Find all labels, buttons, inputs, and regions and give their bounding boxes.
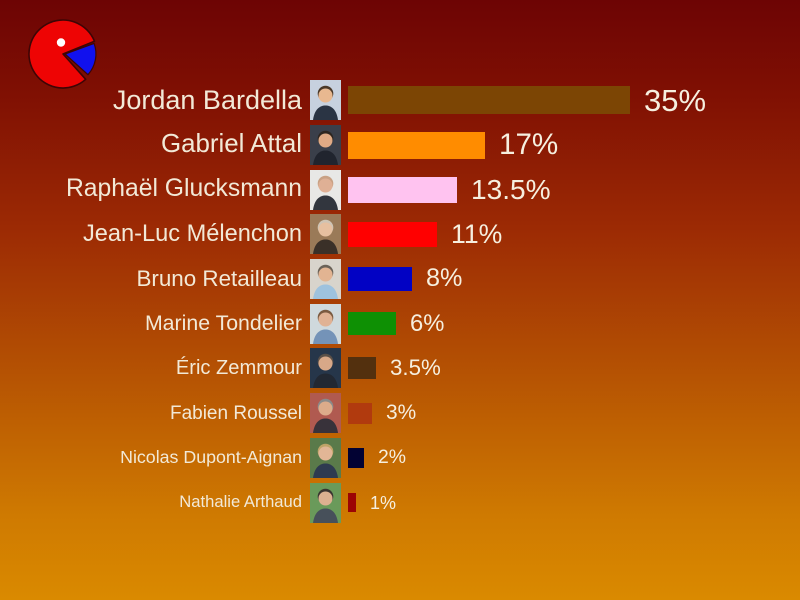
poll-bar [348, 221, 437, 247]
poll-bar [348, 493, 356, 513]
candidate-name: Fabien Roussel [169, 402, 302, 424]
poll-row: Jordan Bardella 35% [0, 78, 800, 123]
poll-row: Gabriel Attal 17% [0, 123, 800, 168]
poll-row: Fabien Roussel 3% [0, 391, 800, 436]
candidate-name: Gabriel Attal [160, 130, 302, 159]
candidate-photo [310, 169, 341, 210]
candidate-photo [310, 393, 341, 434]
portrait-icon [310, 348, 341, 389]
portrait-icon [310, 393, 341, 434]
pie-logo-circle [28, 19, 96, 89]
poll-bar [348, 86, 630, 115]
poll-percentage: 6% [410, 309, 445, 337]
poll-row: Marine Tondelier 6% [0, 301, 800, 346]
candidate-photo [310, 303, 341, 344]
candidate-name: Jean-Luc Mélenchon [82, 220, 302, 247]
poll-percentage: 35% [644, 82, 707, 118]
poll-bar-chart: Jordan Bardella 35% Gabriel Attal [0, 78, 800, 525]
pie-logo-eye-dot [56, 38, 66, 47]
poll-row: Éric Zemmour 3.5% [0, 346, 800, 391]
candidate-photo [310, 348, 341, 389]
poll-row: Bruno Retailleau 8% [0, 257, 800, 302]
poll-percentage: 1% [370, 492, 397, 513]
candidate-photo [310, 214, 341, 255]
poll-row: Raphaël Glucksmann 13.5% [0, 167, 800, 212]
portrait-icon [310, 80, 341, 121]
poll-percentage: 8% [426, 264, 463, 293]
portrait-icon [310, 482, 341, 523]
poll-percentage: 13.5% [471, 173, 551, 205]
portrait-icon [310, 169, 341, 210]
candidate-name: Nicolas Dupont-Aignan [120, 446, 302, 467]
poll-bar [348, 357, 376, 380]
poll-percentage: 3% [386, 400, 417, 424]
candidate-name: Bruno Retailleau [136, 265, 302, 291]
poll-bar [348, 176, 457, 203]
candidate-name: Jordan Bardella [112, 84, 302, 115]
poll-bar [348, 131, 485, 159]
portrait-icon [310, 303, 341, 344]
poll-bar [348, 447, 364, 468]
candidate-photo [310, 80, 341, 121]
poll-row: Jean-Luc Mélenchon 11% [0, 212, 800, 257]
candidate-photo [310, 482, 341, 523]
portrait-icon [310, 214, 341, 255]
poll-row: Nicolas Dupont-Aignan 2% [0, 436, 800, 481]
poll-percentage: 17% [499, 128, 559, 162]
candidate-name: Éric Zemmour [175, 357, 302, 380]
poll-percentage: 2% [378, 446, 407, 469]
portrait-icon [310, 259, 341, 300]
candidate-photo [310, 259, 341, 300]
candidate-name: Raphaël Glucksmann [65, 175, 302, 203]
portrait-icon [310, 125, 341, 166]
candidate-photo [310, 125, 341, 166]
pie-logo-slice [64, 42, 97, 76]
poll-percentage: 11% [451, 219, 503, 250]
pie-chart-logo [28, 19, 97, 89]
candidate-name: Marine Tondelier [144, 311, 302, 336]
poll-bar [348, 312, 396, 336]
poll-percentage: 3.5% [390, 355, 441, 381]
poll-row: Nathalie Arthaud 1% [0, 480, 800, 525]
portrait-icon [310, 437, 341, 478]
candidate-photo [310, 437, 341, 478]
poll-bar [348, 402, 372, 424]
candidate-name: Nathalie Arthaud [179, 492, 302, 512]
poll-bar [348, 267, 412, 292]
